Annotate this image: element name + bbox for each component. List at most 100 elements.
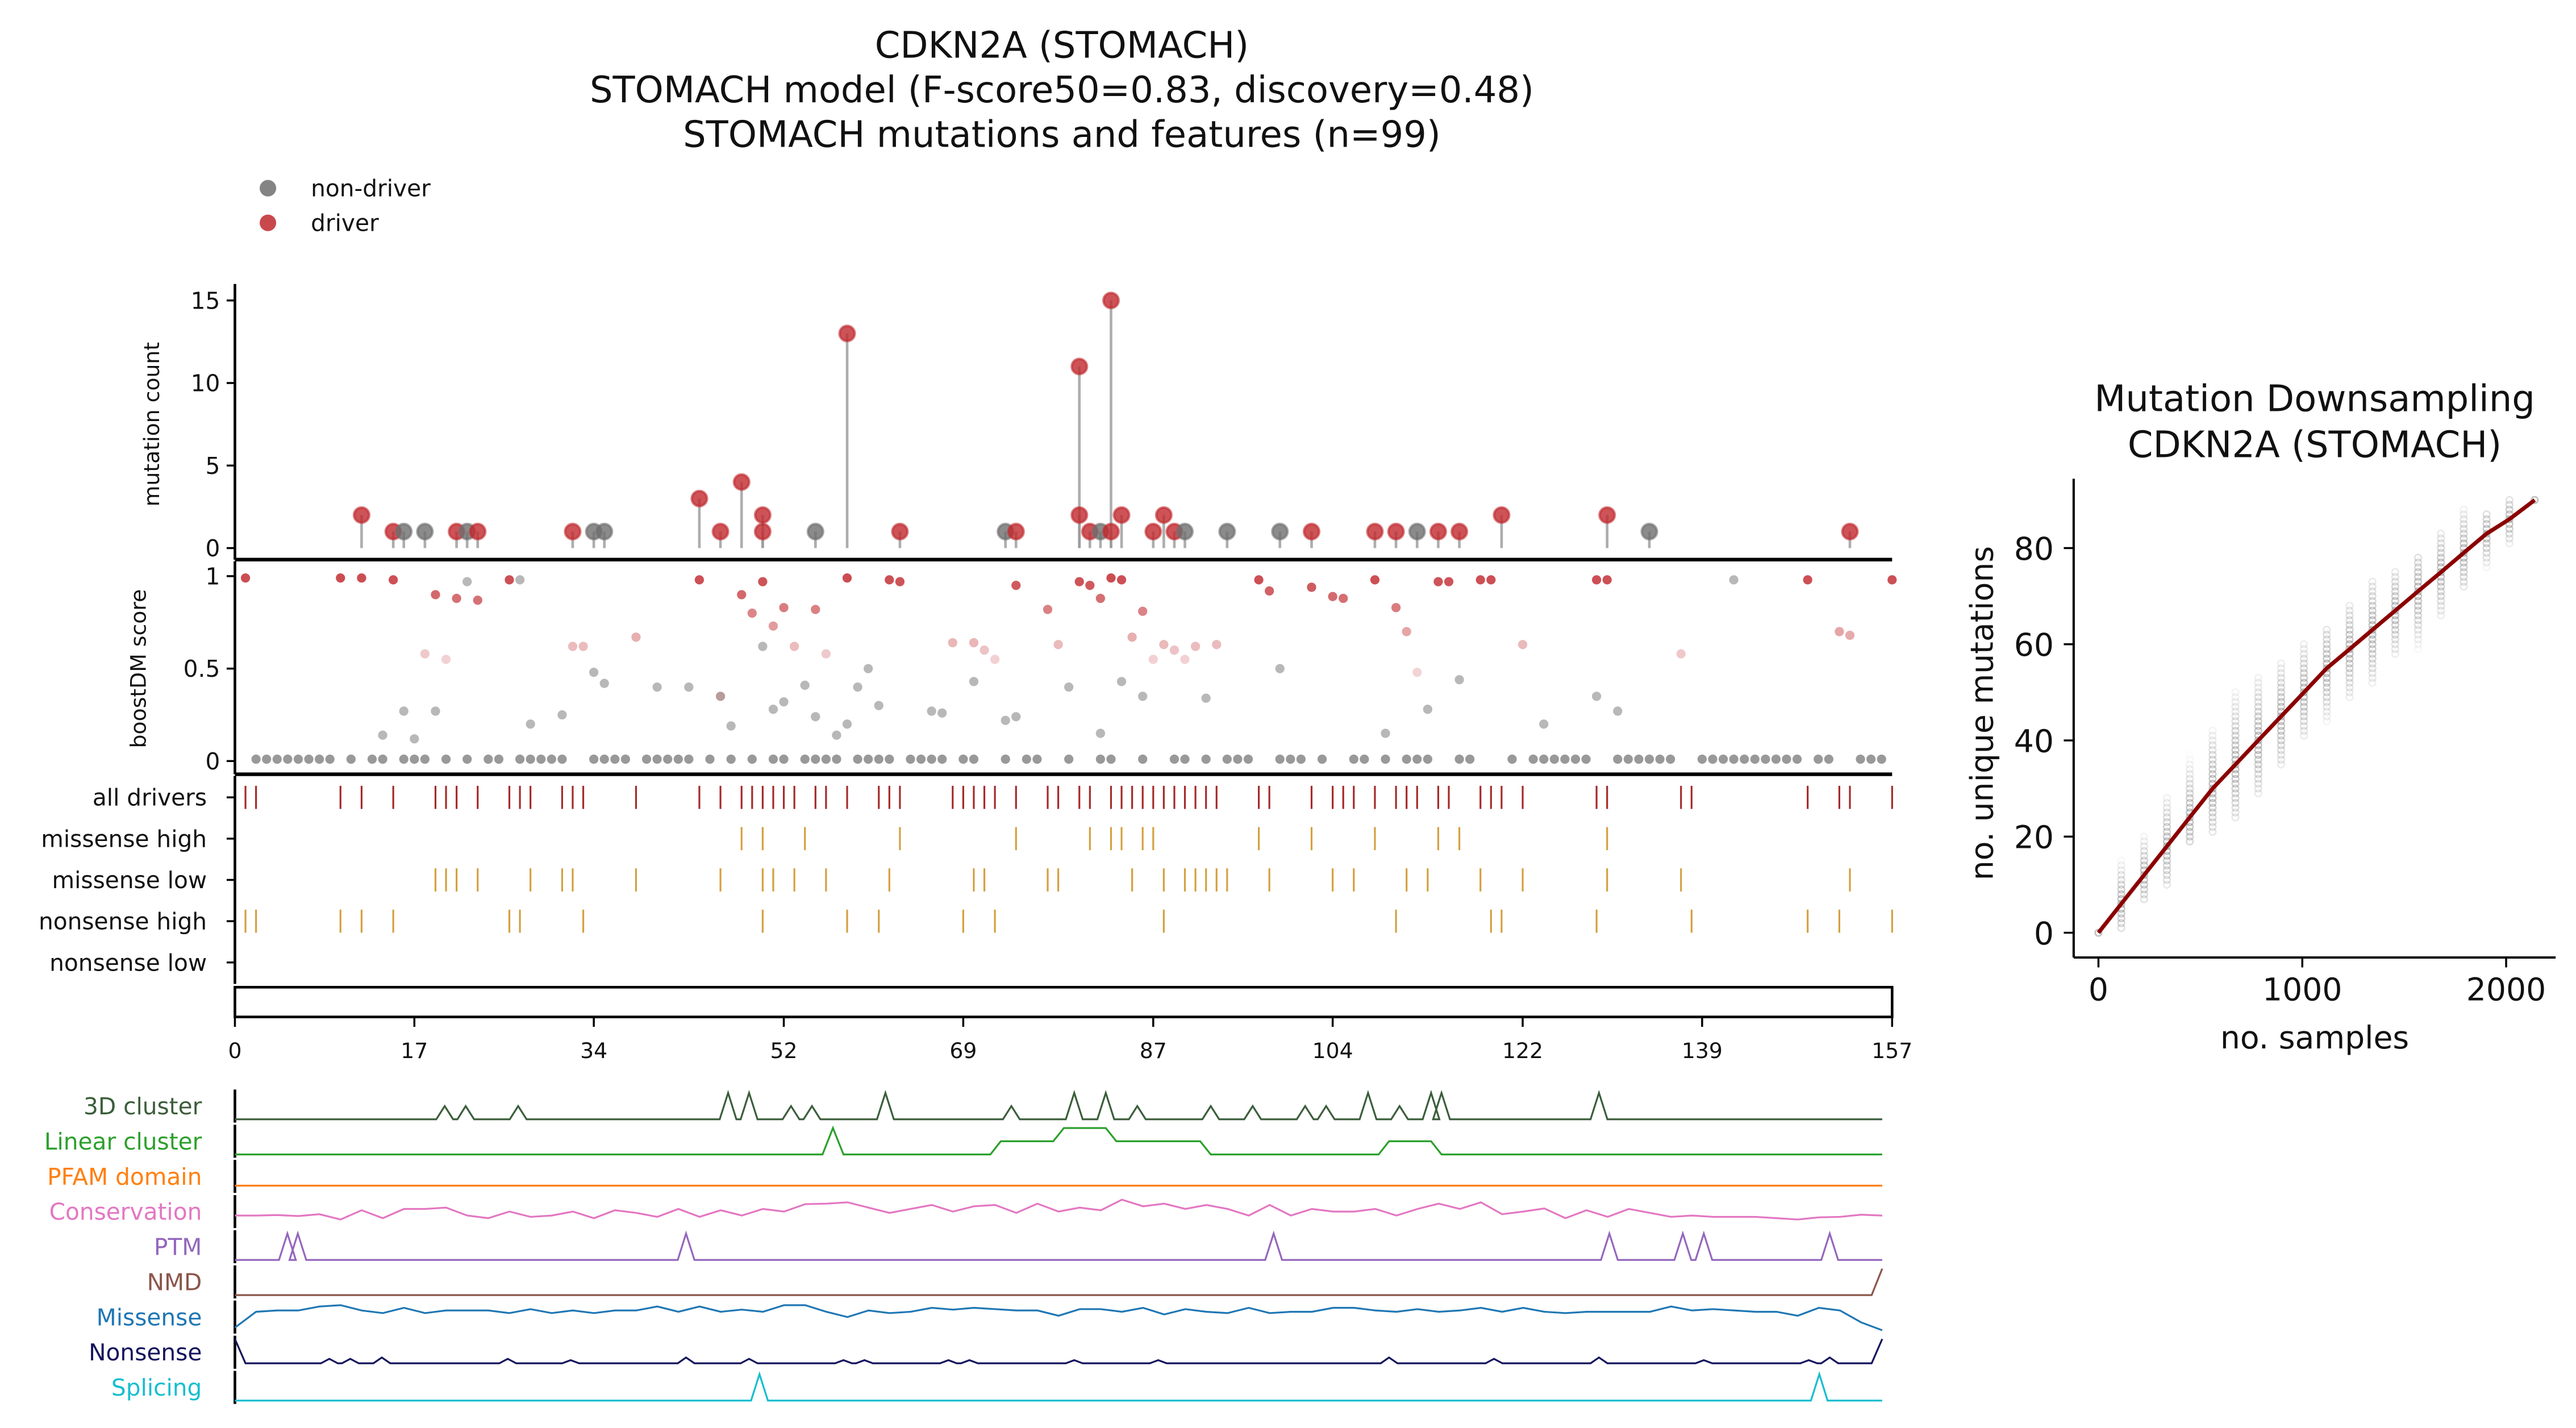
boostdm-point-non-driver <box>1138 754 1148 764</box>
boostdm-point-non-driver <box>410 754 419 764</box>
downsampling-sample-point <box>2414 606 2423 615</box>
boostdm-point-non-driver <box>1201 754 1211 764</box>
downsampling-sample-point <box>2254 722 2262 730</box>
downsampling-sample-point <box>2323 635 2331 644</box>
downsampling-sample-point <box>2460 577 2468 586</box>
boostdm-point-non-driver <box>1222 754 1232 764</box>
downsampling-sample-point <box>2162 842 2171 851</box>
downsampling-sample-point <box>2460 515 2468 523</box>
boostdm-point-non-driver <box>1591 692 1602 701</box>
downsampling-sample-point <box>2231 798 2240 807</box>
downsampling-sample-point <box>2391 597 2399 605</box>
downsampling-sample-point <box>2368 635 2377 644</box>
downsampling-sample-point <box>2368 645 2377 653</box>
downsampling-sample-point <box>2299 640 2308 648</box>
downsampling-sample-point <box>2231 775 2240 783</box>
downsampling-sample-point <box>2482 510 2491 519</box>
boostdm-point-non-driver <box>1001 754 1010 764</box>
boostdm-point-driver <box>1412 667 1422 677</box>
driver-mutation-point <box>1598 506 1616 524</box>
downsampling-sample-point <box>2186 813 2194 822</box>
downsampling-sample-point <box>2208 798 2217 807</box>
boostdm-point-non-driver <box>399 706 409 716</box>
downsampling-sample-point <box>2482 558 2491 567</box>
y-tick-label: 0 <box>205 535 220 562</box>
downsampling-sample-point <box>2368 616 2377 625</box>
boostdm-point-non-driver <box>1275 664 1285 673</box>
downsampling-sample-point <box>2117 871 2125 880</box>
downsampling-sample-point <box>2391 577 2399 586</box>
downsampling-sample-point <box>2231 784 2240 793</box>
boostdm-point-non-driver <box>673 754 683 764</box>
boostdm-point-driver <box>990 655 1000 664</box>
downsampling-sample-point <box>2186 837 2194 846</box>
driver-mutation-point <box>1102 292 1120 310</box>
downsampling-sample-point <box>2368 669 2377 677</box>
downsampling-sample-point <box>2254 736 2262 745</box>
boostdm-point-non-driver <box>842 719 852 729</box>
boostdm-point-non-driver <box>1381 754 1390 764</box>
boostdm-point-non-driver <box>1095 754 1106 764</box>
downsampling-sample-point <box>2231 736 2240 745</box>
downsampling-sample-point <box>2460 563 2468 572</box>
downsampling-sample-point <box>2482 544 2491 552</box>
downsampling-sample-point <box>2208 784 2217 793</box>
downsampling-sample-point <box>2368 577 2377 586</box>
downsampling-sample-point <box>2140 890 2148 898</box>
downsampling-sample-point <box>2162 861 2171 870</box>
boostdm-point-non-driver <box>1001 715 1010 725</box>
boostdm-point-non-driver <box>1771 754 1781 764</box>
boostdm-point-non-driver <box>599 678 609 688</box>
downsampling-sample-point <box>2162 866 2171 875</box>
downsampling-sample-point <box>2094 929 2103 937</box>
boostdm-point-non-driver <box>969 754 979 764</box>
boostdm-point-driver <box>631 632 641 642</box>
downsampling-sample-point <box>2254 760 2262 769</box>
downsampling-sample-point <box>2482 520 2491 528</box>
driver-mutation-point <box>1387 522 1405 541</box>
boostdm-point-non-driver <box>937 754 947 764</box>
downsampling-sample-point <box>2254 775 2262 783</box>
boostdm-point-non-driver <box>314 754 324 764</box>
boostdm-point-non-driver <box>589 667 599 677</box>
boostdm-point-non-driver <box>927 706 936 716</box>
downsampling-sample-point <box>2323 717 2331 726</box>
x-tick-label: 87 <box>1140 1038 1167 1063</box>
downsampling-sample-point <box>2117 900 2125 908</box>
y-tick-label: 0.5 <box>184 655 220 682</box>
downsampling-sample-point <box>2345 601 2354 610</box>
boostdm-point-non-driver <box>367 754 377 764</box>
downsampling-panel: Mutation Downsampling CDKN2A (STOMACH) n… <box>1965 378 2556 1056</box>
downsampling-sample-point <box>2186 803 2194 812</box>
downsampling-sample-point <box>2208 741 2217 750</box>
boostdm-point-driver <box>842 573 852 583</box>
downsampling-sample-point <box>2437 597 2445 605</box>
boostdm-point-non-driver <box>1761 754 1770 764</box>
boostdm-point-non-driver <box>1729 575 1739 585</box>
boostdm-point-non-driver <box>620 754 631 764</box>
boostdm-point-non-driver <box>1507 754 1517 764</box>
boostdm-point-driver <box>1265 586 1274 596</box>
legend: non-driver driver <box>260 175 431 237</box>
downsampling-sample-point <box>2208 726 2217 735</box>
downsampling-sample-point <box>2437 606 2445 615</box>
downsampling-sample-point <box>2208 803 2217 812</box>
boostdm-point-driver <box>473 596 482 605</box>
x-tick-label: 157 <box>1871 1038 1912 1063</box>
non-driver-mutation-point <box>1271 522 1289 541</box>
downsampling-sample-point <box>2186 823 2194 831</box>
boostdm-point-non-driver <box>272 754 282 764</box>
downsampling-sample-point <box>2140 895 2148 904</box>
downsampling-sample-point <box>2482 553 2491 562</box>
driver-mutation-point <box>753 522 772 541</box>
downsampling-sample-point <box>2162 823 2171 831</box>
boostdm-point-driver <box>715 692 726 701</box>
boostdm-point-driver <box>895 577 905 586</box>
downsampling-sample-point <box>2437 539 2445 548</box>
boostdm-point-non-driver <box>1243 754 1253 764</box>
downsampling-sample-point <box>2231 813 2240 822</box>
boostdm-point-driver <box>240 573 251 583</box>
downsampling-sample-point <box>2140 861 2148 870</box>
x-tick-label: 0 <box>228 1038 241 1063</box>
downsampling-sample-point <box>2414 621 2423 630</box>
